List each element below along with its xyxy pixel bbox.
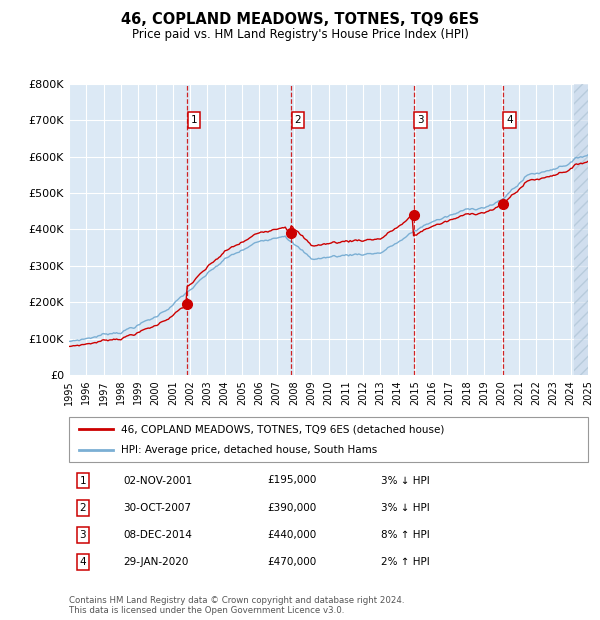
Text: Contains HM Land Registry data © Crown copyright and database right 2024.
This d: Contains HM Land Registry data © Crown c… (69, 596, 404, 615)
Text: 46, COPLAND MEADOWS, TOTNES, TQ9 6ES (detached house): 46, COPLAND MEADOWS, TOTNES, TQ9 6ES (de… (121, 424, 444, 435)
Text: 02-NOV-2001: 02-NOV-2001 (123, 476, 192, 485)
FancyBboxPatch shape (69, 417, 588, 462)
Text: 2: 2 (295, 115, 301, 125)
Text: 3% ↓ HPI: 3% ↓ HPI (381, 476, 430, 485)
Text: 2% ↑ HPI: 2% ↑ HPI (381, 557, 430, 567)
Text: HPI: Average price, detached house, South Hams: HPI: Average price, detached house, Sout… (121, 445, 377, 455)
Text: 29-JAN-2020: 29-JAN-2020 (123, 557, 188, 567)
Text: 3: 3 (79, 530, 86, 540)
Text: £195,000: £195,000 (267, 476, 316, 485)
Text: £390,000: £390,000 (267, 503, 316, 513)
Text: 3% ↓ HPI: 3% ↓ HPI (381, 503, 430, 513)
Text: 4: 4 (79, 557, 86, 567)
Text: 2: 2 (79, 503, 86, 513)
Text: £470,000: £470,000 (267, 557, 316, 567)
Text: 1: 1 (191, 115, 197, 125)
Text: £440,000: £440,000 (267, 530, 316, 540)
Text: 08-DEC-2014: 08-DEC-2014 (123, 530, 192, 540)
Text: 1: 1 (79, 476, 86, 485)
Bar (574, 84, 588, 375)
Text: Price paid vs. HM Land Registry's House Price Index (HPI): Price paid vs. HM Land Registry's House … (131, 28, 469, 40)
Text: 30-OCT-2007: 30-OCT-2007 (123, 503, 191, 513)
Text: 8% ↑ HPI: 8% ↑ HPI (381, 530, 430, 540)
Text: 46, COPLAND MEADOWS, TOTNES, TQ9 6ES: 46, COPLAND MEADOWS, TOTNES, TQ9 6ES (121, 12, 479, 27)
Text: 3: 3 (417, 115, 424, 125)
Text: 4: 4 (506, 115, 513, 125)
